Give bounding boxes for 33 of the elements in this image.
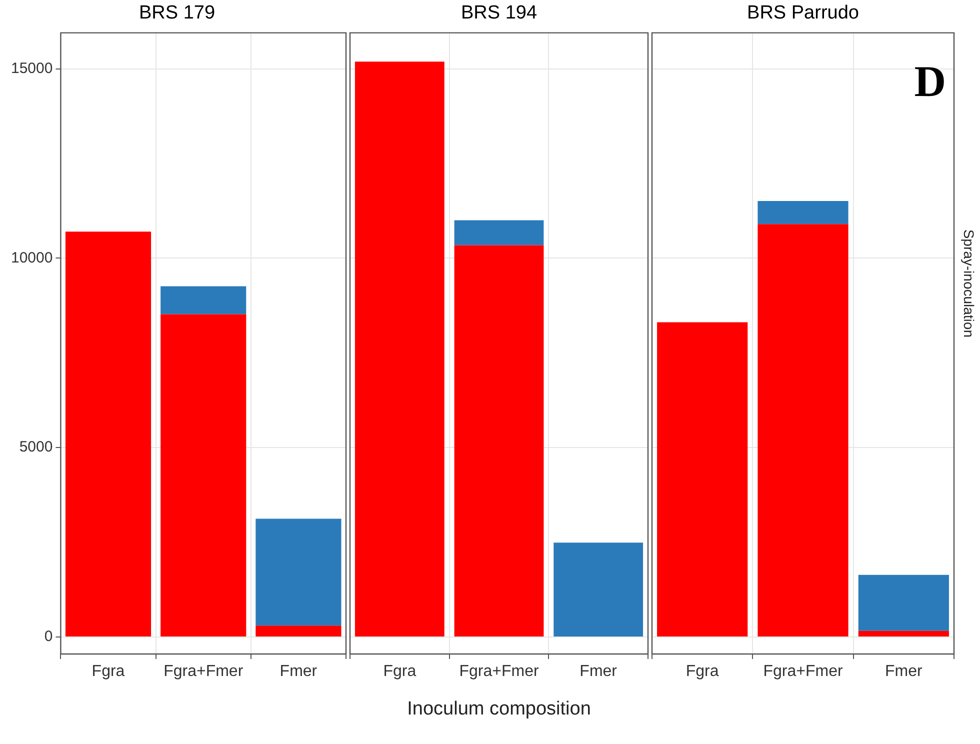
x-tick-label: Fmer — [580, 663, 618, 680]
y2-axis-title: Spray-inoculation — [961, 229, 978, 338]
bar — [160, 314, 246, 636]
chart-title: BRS 179 — [138, 2, 216, 24]
x-axis-title: Inoculum composition — [407, 698, 591, 720]
bar — [554, 542, 644, 636]
bar — [858, 574, 949, 631]
y-tick-label: 10000 — [10, 249, 53, 266]
bar — [454, 245, 544, 636]
bar — [256, 626, 342, 636]
bar — [858, 630, 949, 636]
chart-title: BRS 194 — [460, 2, 538, 24]
x-tick-label: Fmer — [885, 663, 924, 680]
chart-title: BRS Parrudo — [747, 2, 859, 24]
bar — [454, 220, 544, 246]
bar — [256, 518, 342, 626]
x-tick-label: Fmer — [280, 663, 318, 680]
bar — [657, 322, 748, 636]
x-tick-label: Fgra+Fmer — [763, 663, 844, 680]
x-tick-label: Fgra — [686, 663, 719, 680]
x-tick-label: Fgra+Fmer — [459, 663, 540, 680]
x-tick-label: Fgra+Fmer — [164, 663, 244, 680]
annotation: D — [914, 57, 946, 106]
bar — [65, 232, 152, 636]
y-tick-label: 5000 — [19, 438, 53, 456]
bar — [160, 286, 246, 314]
x-tick-label: Fgra — [92, 663, 125, 680]
y-tick-label: 0 — [44, 628, 53, 646]
bar — [354, 62, 444, 636]
y-tick-label: 15000 — [10, 60, 53, 77]
x-tick-label: Fgra — [383, 663, 416, 680]
bar — [758, 224, 848, 636]
bar — [758, 200, 848, 224]
